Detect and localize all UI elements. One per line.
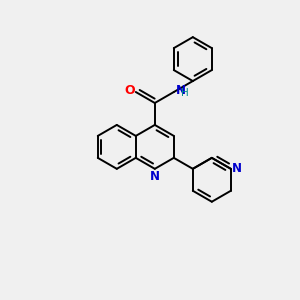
Text: N: N [176,84,186,97]
Text: H: H [182,88,189,98]
Text: N: N [232,162,242,175]
Text: O: O [124,84,135,97]
Text: N: N [150,170,160,183]
